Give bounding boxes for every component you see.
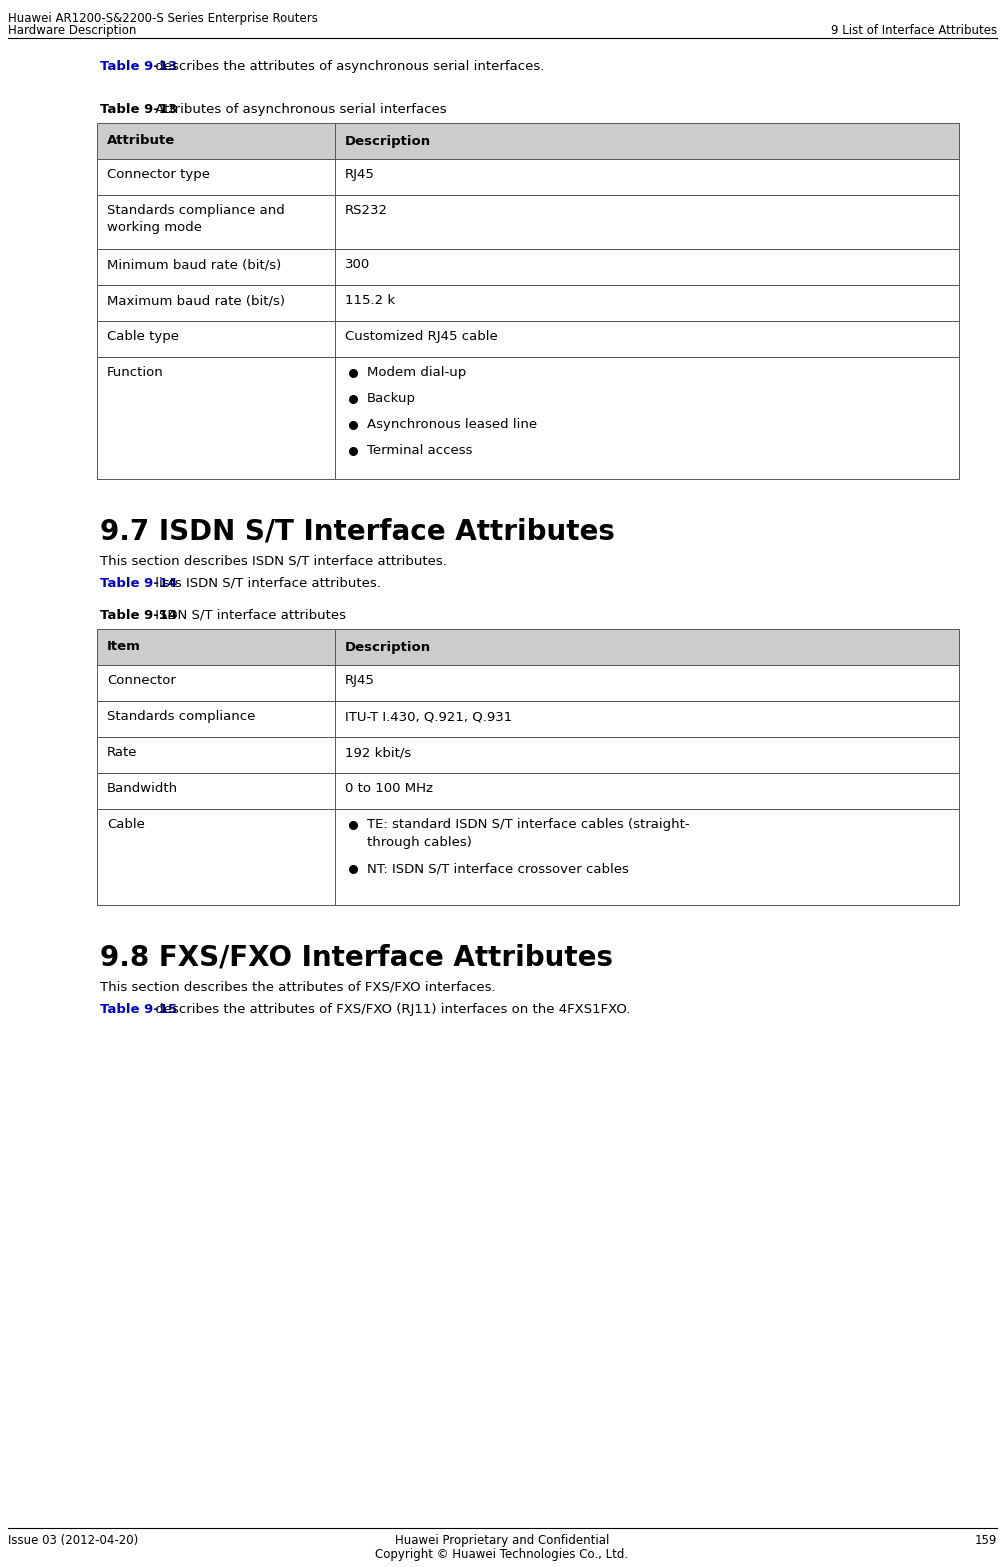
Text: Modem dial-up: Modem dial-up	[367, 367, 466, 379]
Text: RJ45: RJ45	[345, 674, 375, 686]
Text: Standards compliance: Standards compliance	[107, 710, 255, 722]
Bar	[97, 249, 959, 285]
Text: 300: 300	[345, 259, 370, 271]
Text: 9.7 ISDN S/T Interface Attributes: 9.7 ISDN S/T Interface Attributes	[100, 517, 615, 545]
Text: through cables): through cables)	[367, 837, 472, 849]
Text: Minimum baud rate (bit/s): Minimum baud rate (bit/s)	[107, 259, 281, 271]
Text: describes the attributes of asynchronous serial interfaces.: describes the attributes of asynchronous…	[152, 60, 545, 74]
Text: Table 9-14: Table 9-14	[100, 577, 177, 591]
Text: 0 to 100 MHz: 0 to 100 MHz	[345, 782, 433, 794]
Bar	[97, 321, 959, 357]
Text: Table 9-13: Table 9-13	[100, 60, 177, 74]
Text: Copyright © Huawei Technologies Co., Ltd.: Copyright © Huawei Technologies Co., Ltd…	[376, 1548, 628, 1561]
Text: Standards compliance and
working mode: Standards compliance and working mode	[107, 204, 284, 233]
Text: NT: ISDN S/T interface crossover cables: NT: ISDN S/T interface crossover cables	[367, 862, 629, 874]
Text: Connector: Connector	[107, 674, 176, 686]
Text: Backup: Backup	[367, 392, 416, 404]
Bar	[97, 809, 959, 906]
Text: Connector type: Connector type	[107, 168, 210, 182]
Text: Item: Item	[107, 641, 141, 653]
Bar	[97, 736, 959, 773]
Text: Attributes of asynchronous serial interfaces: Attributes of asynchronous serial interf…	[152, 103, 447, 116]
Text: Terminal access: Terminal access	[367, 443, 472, 458]
Text: ITU-T I.430, Q.921, Q.931: ITU-T I.430, Q.921, Q.931	[345, 710, 513, 722]
Bar	[97, 773, 959, 809]
Text: Table 9-15: Table 9-15	[100, 1003, 177, 1015]
Text: Maximum baud rate (bit/s): Maximum baud rate (bit/s)	[107, 295, 285, 307]
Bar	[97, 628, 959, 664]
Text: 192 kbit/s: 192 kbit/s	[345, 746, 411, 758]
Text: 9 List of Interface Attributes: 9 List of Interface Attributes	[831, 24, 997, 38]
Text: Description: Description	[345, 641, 431, 653]
Text: Hardware Description: Hardware Description	[8, 24, 137, 38]
Text: Table 9-14: Table 9-14	[100, 610, 177, 622]
Text: 9.8 FXS/FXO Interface Attributes: 9.8 FXS/FXO Interface Attributes	[100, 943, 613, 972]
Text: Description: Description	[345, 135, 431, 147]
Text: RS232: RS232	[345, 204, 388, 216]
Text: This section describes the attributes of FXS/FXO interfaces.: This section describes the attributes of…	[100, 981, 495, 993]
Text: Attribute: Attribute	[107, 135, 175, 147]
Bar	[97, 664, 959, 700]
Text: lists ISDN S/T interface attributes.: lists ISDN S/T interface attributes.	[152, 577, 381, 591]
Text: Function: Function	[107, 367, 164, 379]
Text: This section describes ISDN S/T interface attributes.: This section describes ISDN S/T interfac…	[100, 555, 447, 567]
Bar	[97, 194, 959, 249]
Text: Cable type: Cable type	[107, 331, 179, 343]
Text: Bandwidth: Bandwidth	[107, 782, 178, 794]
Text: Cable: Cable	[107, 818, 145, 831]
Text: Table 9-13: Table 9-13	[100, 103, 177, 116]
Text: 159: 159	[975, 1534, 997, 1547]
Bar	[97, 122, 959, 158]
Bar	[97, 158, 959, 194]
Text: Customized RJ45 cable: Customized RJ45 cable	[345, 331, 497, 343]
Text: Asynchronous leased line: Asynchronous leased line	[367, 418, 537, 431]
Bar	[97, 357, 959, 480]
Text: 115.2 k: 115.2 k	[345, 295, 395, 307]
Text: RJ45: RJ45	[345, 168, 375, 182]
Text: Huawei AR1200-S&2200-S Series Enterprise Routers: Huawei AR1200-S&2200-S Series Enterprise…	[8, 13, 318, 25]
Bar	[97, 285, 959, 321]
Text: Issue 03 (2012-04-20): Issue 03 (2012-04-20)	[8, 1534, 139, 1547]
Text: ISDN S/T interface attributes: ISDN S/T interface attributes	[152, 610, 347, 622]
Text: describes the attributes of FXS/FXO (RJ11) interfaces on the 4FXS1FXO.: describes the attributes of FXS/FXO (RJ1…	[152, 1003, 631, 1015]
Text: Huawei Proprietary and Confidential: Huawei Proprietary and Confidential	[395, 1534, 609, 1547]
Bar	[97, 700, 959, 736]
Text: TE: standard ISDN S/T interface cables (straight-: TE: standard ISDN S/T interface cables (…	[367, 818, 689, 831]
Text: Rate: Rate	[107, 746, 138, 758]
